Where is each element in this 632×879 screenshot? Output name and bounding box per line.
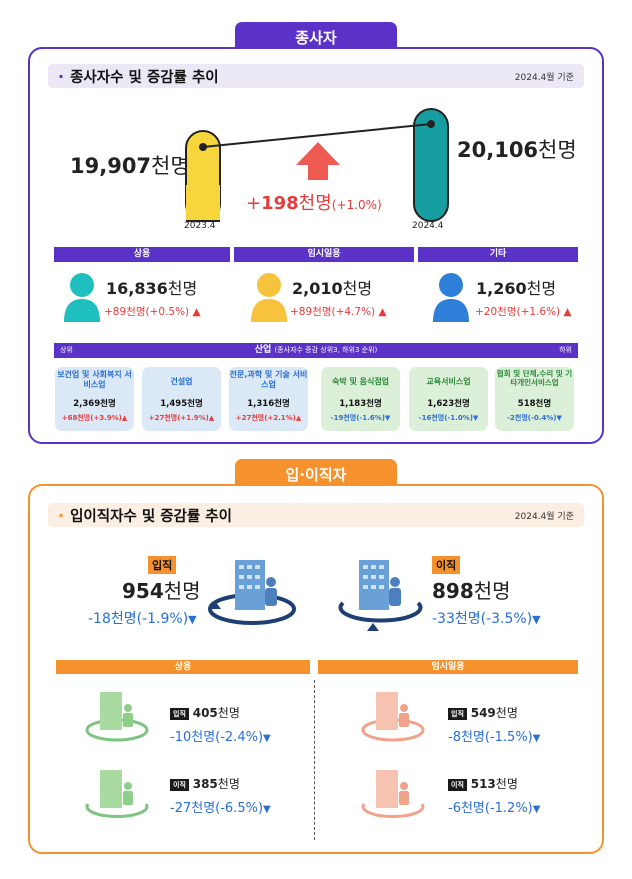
temp-exit: 이직 513천명	[448, 775, 518, 792]
entry-change: -18천명(-1.9%)▼	[88, 611, 197, 627]
temp-entry-icon	[361, 692, 425, 742]
industry-bar: 상위 산업 (종사자수 증감 상위3, 하위3 순위) 하위	[54, 343, 578, 358]
temp-change: +89천명(+4.7%) ▲	[290, 306, 387, 318]
employed-date: 2024.4월 기준	[514, 72, 574, 83]
regular-entry-icon	[85, 692, 149, 742]
year-label-2024: 2024.4	[412, 221, 444, 231]
building-exit-icon	[338, 560, 423, 631]
regular-exit-icon	[85, 770, 149, 819]
temp-value: 2,010천명	[292, 279, 373, 298]
exit-change: -33천명(-3.5%)▼	[432, 611, 541, 627]
building-entry-icon	[208, 560, 296, 625]
employed-2023-value: 19,907천명	[70, 154, 190, 178]
temp-entry-change: -8천명(-1.5%)▼	[448, 730, 541, 745]
person-icon-other	[433, 273, 469, 322]
other-value: 1,260천명	[476, 279, 557, 298]
industry-card: 전문,과학 및 기술 서비스업 1,316천명 +27천명(+2.1%)▲	[229, 367, 308, 431]
entry-badge: 입직	[148, 556, 177, 574]
industry-card: 건설업 1,495천명 +27천명(+1.9%)▲	[142, 367, 221, 431]
turnover-title: 입이직자수 및 증감률 추이	[70, 508, 232, 525]
turnover-section-header: · 입이직자수 및 증감률 추이 2024.4월 기준	[48, 503, 584, 527]
category-bar-other: 기타	[418, 247, 578, 262]
employed-diff: +198천명(+1.0%)	[246, 193, 382, 214]
category-bar-regular: 상용	[54, 247, 230, 262]
employed-section-header: · 종사자수 및 증감률 추이 2024.4월 기준	[48, 64, 584, 88]
turnover-date: 2024.4월 기준	[514, 511, 574, 522]
temp-entry: 입직 549천명	[448, 704, 518, 721]
exit-badge: 이직	[432, 556, 461, 574]
turnover-tab: 입·이직자	[235, 459, 397, 485]
regular-entry: 입직 405천명	[170, 704, 240, 721]
person-icon-regular	[64, 273, 100, 322]
industry-card: 보건업 및 사회복지 서비스업 2,369천명 +68천명(+3.9%)▲	[55, 367, 134, 431]
exit-value: 898천명	[432, 579, 511, 603]
entry-value: 954천명	[122, 579, 201, 603]
employed-tab: 종사자	[235, 22, 397, 48]
regular-exit: 이직 385천명	[170, 775, 240, 792]
regular-exit-change: -27천명(-6.5%)▼	[170, 801, 271, 816]
industry-card: 협회 및 단체,수리 및 기타개인서비스업 518천명 -2천명(-0.4%)▼	[495, 367, 574, 431]
temp-exit-change: -6천명(-1.2%)▼	[448, 801, 541, 816]
other-change: +20천명(+1.6%) ▲	[475, 306, 572, 318]
employed-panel	[28, 47, 604, 444]
employed-title: 종사자수 및 증감률 추이	[70, 69, 219, 86]
industry-card: 숙박 및 음식점업 1,183천명 -19천명(-1.6%)▼	[321, 367, 400, 431]
regular-value: 16,836천명	[106, 279, 198, 298]
section-divider	[314, 680, 315, 840]
category-bar-temp: 임시일용	[234, 247, 414, 262]
year-label-2023: 2023.4	[184, 221, 216, 231]
temp-subbar: 임시일용	[318, 660, 578, 674]
employed-trend-graphic	[185, 108, 449, 222]
person-icon-temp	[251, 273, 287, 322]
regular-subbar: 상용	[56, 660, 310, 674]
regular-entry-change: -10천명(-2.4%)▼	[170, 730, 271, 745]
temp-exit-icon	[361, 770, 425, 819]
turnover-panel	[28, 484, 604, 854]
employed-2024-value: 20,106천명	[457, 138, 577, 162]
industry-card: 교육서비스업 1,623천명 -16천명(-1.0%)▼	[409, 367, 488, 431]
regular-change: +89천명(+0.5%) ▲	[104, 306, 201, 318]
